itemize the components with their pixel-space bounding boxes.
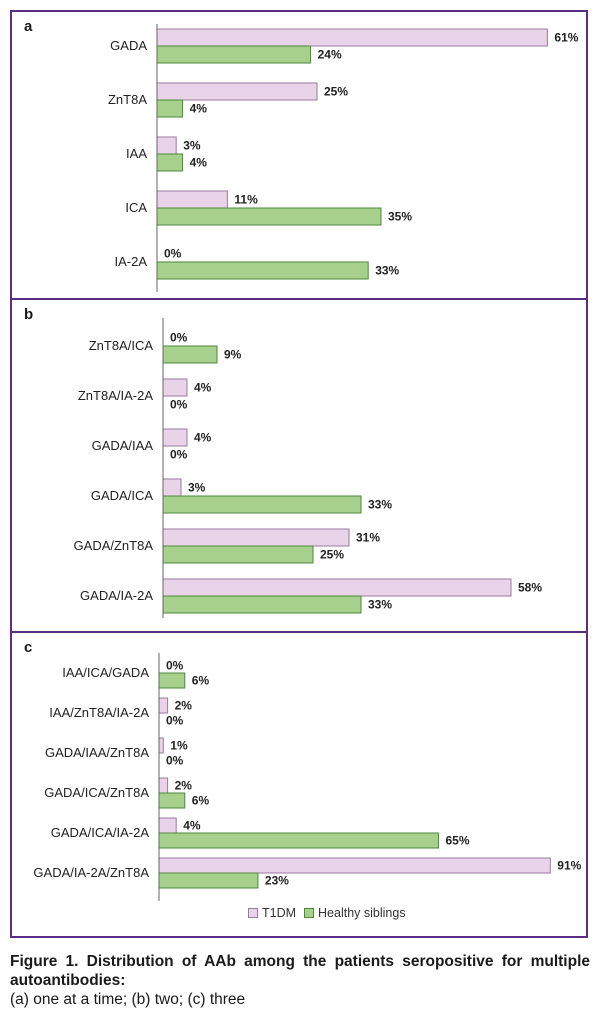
category-label: IA-2A xyxy=(114,254,147,269)
bar-t1dm xyxy=(156,136,177,155)
value-label: 0% xyxy=(164,247,182,261)
category-label: ZnT8A/ICA xyxy=(89,338,154,353)
category-label: GADA xyxy=(110,38,147,53)
value-label: 25% xyxy=(324,85,348,99)
value-label: 35% xyxy=(388,210,412,224)
value-label: 91% xyxy=(557,859,581,873)
category-label: ICA xyxy=(125,200,147,215)
category-label: GADA/ZnT8A xyxy=(74,538,154,553)
value-label: 4% xyxy=(190,156,208,170)
chart-panel-a: a GADA 61% 24% ZnT8A 25% 4% IAA 3% 4% ICA 11% 35% IA… xyxy=(10,10,588,301)
bar-t1dm xyxy=(162,478,182,497)
value-label: 0% xyxy=(170,331,188,345)
value-label: 23% xyxy=(265,874,289,888)
category-label: ZnT8A/IA-2A xyxy=(78,388,153,403)
bar-siblings xyxy=(162,595,362,614)
bar-t1dm xyxy=(156,82,318,101)
bar-siblings xyxy=(158,672,186,689)
bar-siblings xyxy=(158,872,259,889)
category-label: IAA xyxy=(126,146,147,161)
caption-subtitle: (a) one at a time; (b) two; (c) three xyxy=(10,991,246,1008)
chart-panel-c: c IAA/ICA/GADA 0% 6% IAA/ZnT8A/IA-2A 2% 0% GAD… xyxy=(10,631,588,938)
bar-siblings xyxy=(162,345,218,364)
legend: T1DM Healthy siblings xyxy=(248,906,406,920)
chart-panel-b: b ZnT8A/ICA 0% 9% ZnT8A/IA-2A 4% 0% GADA/IAA 4%… xyxy=(10,298,588,634)
value-label: 2% xyxy=(175,779,193,793)
bar-siblings xyxy=(158,832,439,849)
value-label: 0% xyxy=(170,398,188,412)
panel-label: a xyxy=(24,18,33,35)
bar-siblings xyxy=(156,207,382,226)
category-label: GADA/IA-2A/ZnT8A xyxy=(33,865,149,880)
value-label: 33% xyxy=(375,264,399,278)
bar-t1dm xyxy=(158,737,164,754)
value-label: 0% xyxy=(166,754,184,768)
category-label: GADA/IAA xyxy=(92,438,154,453)
value-label: 58% xyxy=(518,581,542,595)
bar-siblings xyxy=(156,45,312,64)
value-label: 0% xyxy=(166,714,184,728)
bar-t1dm xyxy=(162,528,350,547)
panel-label: c xyxy=(24,639,33,656)
legend-label-t1dm: T1DM xyxy=(262,906,297,920)
category-label: GADA/ICA/IA-2A xyxy=(51,825,150,840)
value-label: 3% xyxy=(188,481,206,495)
bar-t1dm xyxy=(162,428,188,447)
value-label: 3% xyxy=(183,139,201,153)
legend-label-siblings: Healthy siblings xyxy=(318,906,406,920)
chart-a: GADA 61% 24% ZnT8A 25% 4% IAA 3% 4% ICA 11% 35% IA-2… xyxy=(108,24,579,292)
bar-t1dm xyxy=(158,857,551,874)
panel-label: b xyxy=(24,306,34,323)
chart-b: ZnT8A/ICA 0% 9% ZnT8A/IA-2A 4% 0% GADA/IAA 4% 0%… xyxy=(74,318,542,618)
value-label: 11% xyxy=(234,193,258,207)
value-label: 6% xyxy=(192,794,210,808)
value-label: 24% xyxy=(318,48,342,62)
value-label: 9% xyxy=(224,348,242,362)
bar-siblings xyxy=(156,153,184,172)
value-label: 33% xyxy=(368,498,392,512)
category-label: GADA/ICA/ZnT8A xyxy=(44,785,149,800)
category-label: ZnT8A xyxy=(108,92,147,107)
bar-t1dm xyxy=(158,817,177,834)
bar-siblings xyxy=(162,495,362,514)
value-label: 65% xyxy=(446,834,470,848)
bar-siblings xyxy=(156,99,184,118)
category-label: GADA/IA-2A xyxy=(80,588,153,603)
caption-title: Figure 1. Distribution of AAb among the … xyxy=(10,953,590,989)
bar-t1dm xyxy=(156,28,548,47)
value-label: 4% xyxy=(194,381,212,395)
legend-swatch-t1dm xyxy=(248,908,258,918)
bar-t1dm xyxy=(156,190,228,209)
category-label: GADA/ICA xyxy=(91,488,153,503)
value-label: 33% xyxy=(368,598,392,612)
value-label: 31% xyxy=(356,531,380,545)
category-label: IAA/ZnT8A/IA-2A xyxy=(49,705,149,720)
value-label: 61% xyxy=(554,31,578,45)
bar-siblings xyxy=(158,792,186,809)
value-label: 0% xyxy=(170,448,188,462)
value-label: 6% xyxy=(192,674,210,688)
value-label: 4% xyxy=(183,819,201,833)
category-label: IAA/ICA/GADA xyxy=(62,665,149,680)
value-label: 0% xyxy=(166,659,184,673)
figure-caption: Figure 1. Distribution of AAb among the … xyxy=(10,952,590,1009)
bar-siblings xyxy=(156,261,369,280)
value-label: 4% xyxy=(190,102,208,116)
value-label: 1% xyxy=(170,739,188,753)
value-label: 4% xyxy=(194,431,212,445)
category-label: GADA/IAA/ZnT8A xyxy=(45,745,149,760)
bar-t1dm xyxy=(162,378,188,397)
bar-t1dm xyxy=(158,777,169,794)
legend-swatch-siblings xyxy=(304,908,315,918)
bar-t1dm xyxy=(158,697,169,714)
bar-siblings xyxy=(162,545,314,564)
value-label: 25% xyxy=(320,548,344,562)
value-label: 2% xyxy=(175,699,193,713)
chart-c: IAA/ICA/GADA 0%6%IAA/ZnT8A/IA-2A 2%0%GADA/… xyxy=(33,653,582,901)
bar-t1dm xyxy=(162,578,512,597)
